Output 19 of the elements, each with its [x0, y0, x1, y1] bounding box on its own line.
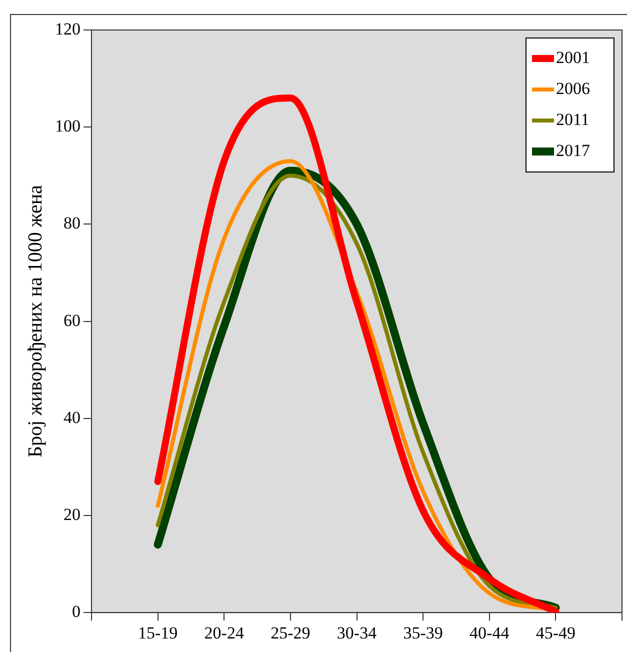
x-tick-label: 35-39 [403, 623, 443, 642]
y-tick-label: 40 [64, 408, 80, 427]
legend-label: 2011 [556, 110, 590, 129]
legend-label: 2006 [556, 78, 590, 98]
y-tick-label: 100 [55, 116, 80, 136]
legend-label: 2017 [556, 140, 590, 160]
y-tick-label: 20 [64, 504, 80, 524]
x-tick-label: 40-44 [470, 623, 510, 642]
x-tick-label: 30-34 [336, 623, 378, 642]
y-axis-title: Број живорођених на 1000 жена [24, 184, 46, 458]
x-tick-label: 45-49 [536, 623, 576, 642]
x-tick-label: 25-29 [270, 623, 310, 642]
x-tick-label: 15-19 [138, 623, 178, 642]
legend-label: 2001 [556, 48, 590, 67]
y-tick-label: 0 [72, 602, 80, 622]
y-tick-label: 80 [64, 214, 80, 233]
y-tick-label: 120 [55, 19, 80, 38]
y-tick-label: 60 [64, 310, 80, 330]
x-tick-label: 20-24 [204, 623, 244, 642]
